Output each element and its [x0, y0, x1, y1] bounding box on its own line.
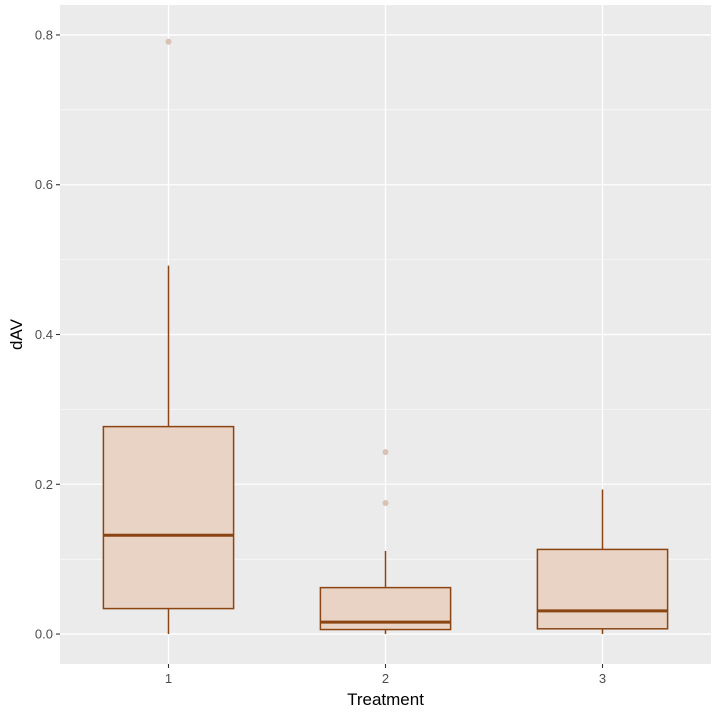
- y-axis-title: dAV: [7, 318, 26, 350]
- box-group-1: [102, 38, 235, 635]
- boxes-layer: [102, 38, 669, 635]
- y-tick-label: 0.4: [35, 327, 53, 342]
- x-tick-label: 2: [382, 671, 389, 686]
- outlier-point: [382, 449, 389, 456]
- x-axis: 1 2 3: [165, 664, 606, 686]
- box-iqr: [102, 425, 235, 610]
- box-iqr: [536, 548, 669, 630]
- y-tick-label: 0.2: [35, 477, 53, 492]
- y-axis: 0.0 0.2 0.4 0.6 0.8: [35, 27, 60, 642]
- x-axis-title: Treatment: [347, 690, 424, 709]
- y-tick-label: 0.8: [35, 27, 53, 42]
- y-tick-label: 0.6: [35, 177, 53, 192]
- box-group-2: [319, 449, 452, 635]
- box-group-3: [536, 489, 669, 635]
- outlier-point: [382, 499, 389, 506]
- y-tick-label: 0.0: [35, 627, 53, 642]
- outlier-point: [165, 38, 172, 45]
- x-tick-label: 3: [599, 671, 606, 686]
- x-tick-label: 1: [165, 671, 172, 686]
